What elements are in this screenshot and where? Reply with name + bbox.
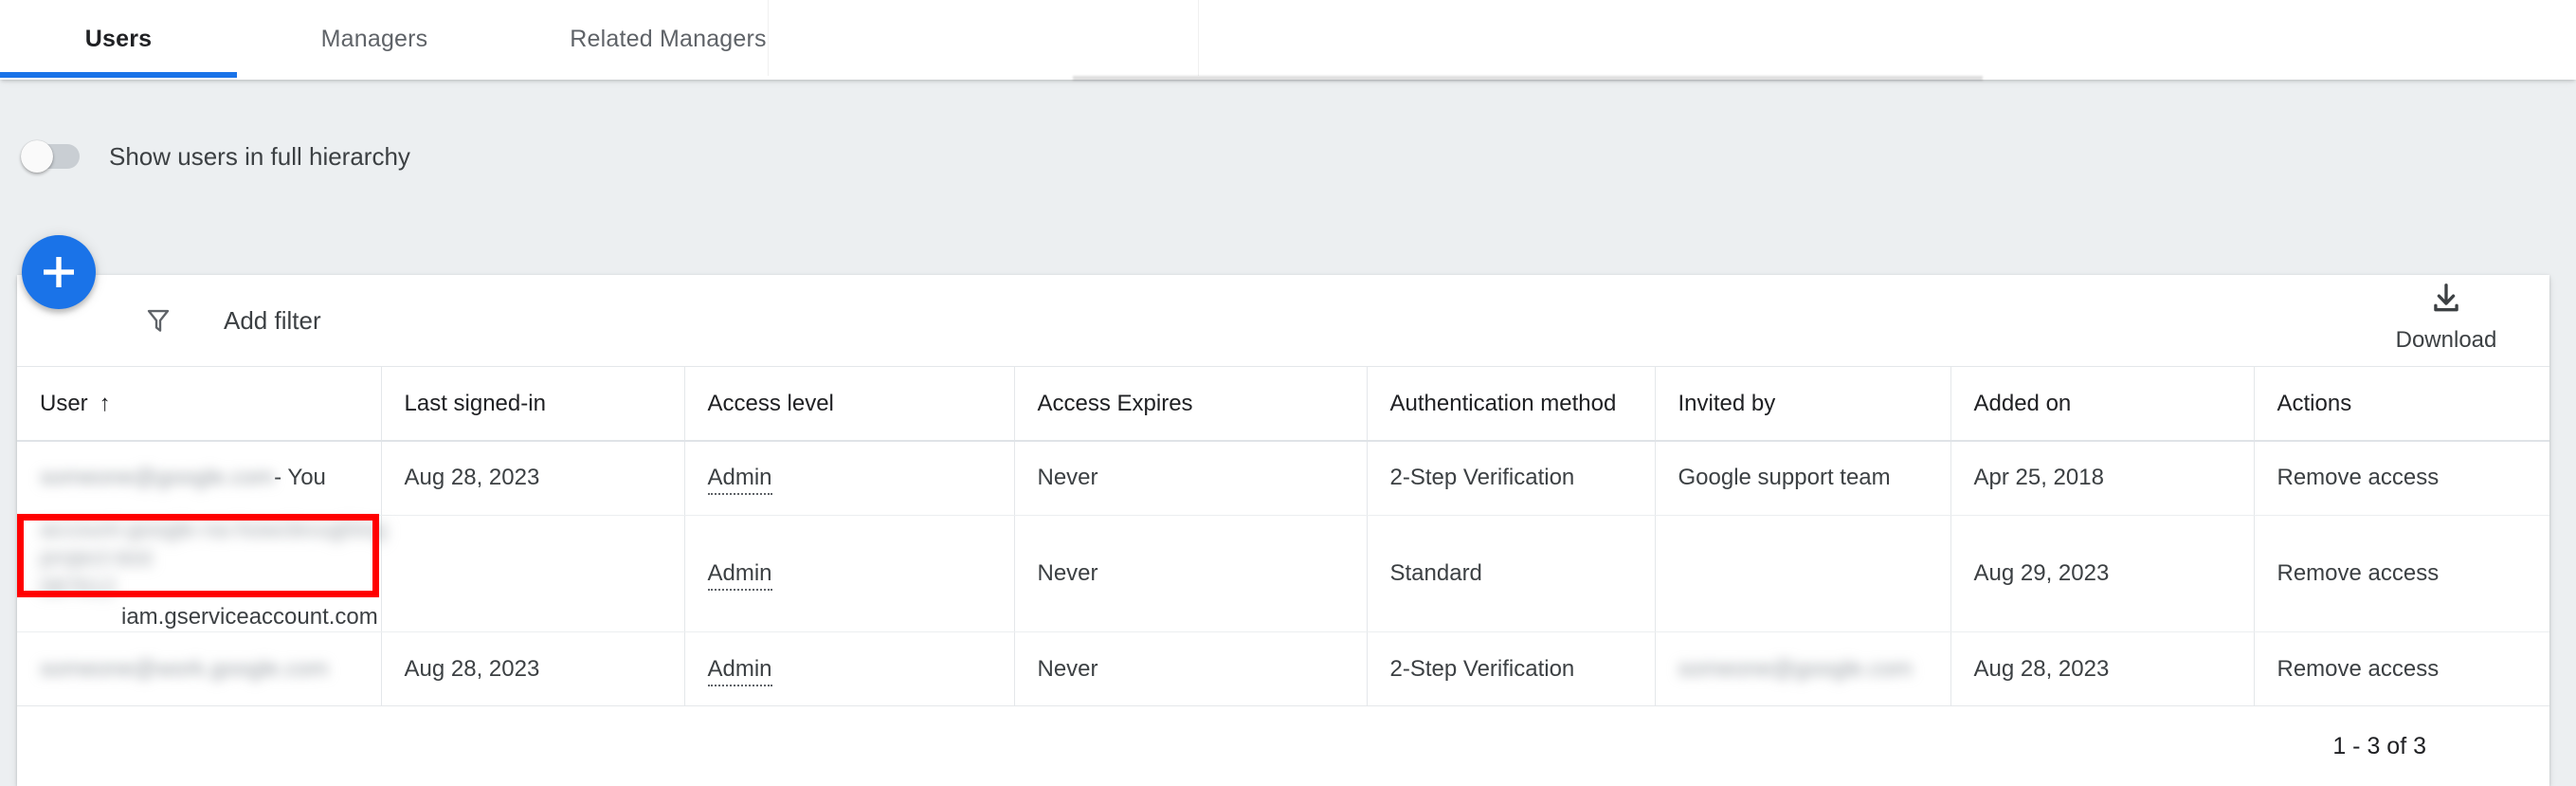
table-row: someone@google.com- You Aug 28, 2023 Adm… — [17, 441, 2549, 516]
remove-access-button[interactable]: Remove access — [2277, 655, 2440, 682]
cell-access-level: Admin — [684, 631, 1015, 707]
hierarchy-toggle-label: Show users in full hierarchy — [109, 141, 410, 171]
download-icon — [2428, 281, 2464, 321]
tab-users-label: Users — [84, 25, 153, 52]
cell-added-on: Aug 28, 2023 — [1950, 631, 2255, 707]
cell-authentication-method: Standard — [1367, 515, 1656, 633]
pagination-range-label: 1 - 3 of 3 — [2332, 732, 2426, 759]
table-footer: 1 - 3 of 3 — [17, 706, 2549, 786]
cell-added-on: Aug 29, 2023 — [1950, 515, 2255, 633]
table-header-row: User ↑ Last signed-in Access level Access… — [17, 367, 2549, 442]
cell-authentication-method: 2-Step Verification — [1367, 631, 1656, 707]
switch-thumb — [21, 140, 53, 173]
column-header-user-label: User — [40, 390, 88, 416]
table-row: account-google-na-howclevughing project-… — [17, 515, 2549, 633]
redacted-service-account-line-3: 087612 — [40, 574, 117, 600]
access-level-link[interactable]: Admin — [707, 465, 772, 496]
tabbar-shadow-seam — [1073, 76, 1983, 81]
tab-managers-label: Managers — [320, 25, 428, 52]
column-header-access-expires[interactable]: Access Expires — [1014, 367, 1368, 442]
column-header-authentication-method[interactable]: Authentication method — [1367, 367, 1656, 442]
column-header-invited-by[interactable]: Invited by — [1655, 367, 1951, 442]
column-header-last-signed-in[interactable]: Last signed-in — [381, 367, 685, 442]
column-header-access-level[interactable]: Access level — [684, 367, 1015, 442]
tab-related-managers-label: Related Managers — [570, 25, 767, 52]
cell-actions: Remove access — [2254, 441, 2549, 516]
service-account-domain: iam.gserviceaccount.com — [121, 603, 378, 630]
cell-access-expires: Never — [1014, 515, 1368, 633]
cell-last-signed-in: Aug 28, 2023 — [381, 631, 685, 707]
cell-user: account-google-na-howclevughing project-… — [17, 515, 387, 633]
remove-access-button[interactable]: Remove access — [2277, 559, 2440, 586]
column-header-added-on[interactable]: Added on — [1950, 367, 2255, 442]
cell-authentication-method: 2-Step Verification — [1367, 441, 1656, 516]
table-toolbar: Add filter Download — [17, 275, 2549, 367]
cell-actions: Remove access — [2254, 631, 2549, 707]
show-users-in-full-hierarchy-switch[interactable] — [21, 140, 80, 173]
cell-invited-by: Google support team — [1655, 441, 1951, 516]
column-header-user[interactable]: User ↑ — [17, 367, 382, 442]
cell-access-expires: Never — [1014, 441, 1368, 516]
redacted-service-account-line-1: account-google-na-howclevughing — [40, 516, 387, 542]
users-table: User ↑ Last signed-in Access level Access… — [17, 367, 2549, 707]
tab-users[interactable]: Users — [0, 0, 237, 78]
add-user-fab[interactable] — [22, 235, 96, 309]
table-head: User ↑ Last signed-in Access level Access… — [17, 367, 2549, 442]
cell-invited-by — [1655, 515, 1951, 633]
table-body: someone@google.com- You Aug 28, 2023 Adm… — [17, 441, 2549, 707]
cell-invited-by: someone@google.com — [1655, 631, 1951, 707]
access-level-link[interactable]: Admin — [707, 559, 772, 591]
table-row: someone@work.google.com Aug 28, 2023 Adm… — [17, 631, 2549, 707]
tab-bar: Users Managers Related Managers — [0, 0, 2576, 81]
redacted-user-email: someone@work.google.com — [40, 655, 329, 682]
users-table-card: Add filter Download User — [17, 275, 2549, 786]
download-label: Download — [2395, 327, 2497, 353]
redacted-user-email: someone@google.com — [40, 465, 275, 491]
tabbar-divider-artifact-left — [768, 0, 769, 76]
cell-access-level: Admin — [684, 441, 1015, 516]
access-level-link[interactable]: Admin — [707, 655, 772, 686]
cell-access-level: Admin — [684, 515, 1015, 633]
redacted-service-account-line-2: project-test — [40, 545, 153, 572]
user-you-suffix: - You — [274, 465, 326, 491]
tab-managers[interactable]: Managers — [237, 0, 512, 78]
cell-user: someone@work.google.com — [17, 631, 382, 707]
tab-related-managers[interactable]: Related Managers — [512, 0, 825, 78]
sort-ascending-icon[interactable]: ↑ — [99, 390, 111, 416]
redacted-invited-by-email: someone@google.com — [1678, 655, 1913, 682]
add-filter-button[interactable]: Add filter — [224, 305, 321, 335]
plus-icon — [41, 254, 77, 290]
cell-last-signed-in: Aug 28, 2023 — [381, 441, 685, 516]
hierarchy-toggle-row: Show users in full hierarchy — [21, 140, 410, 173]
cell-last-signed-in — [381, 515, 685, 633]
cell-access-expires: Never — [1014, 631, 1368, 707]
column-header-actions: Actions — [2254, 367, 2549, 442]
cell-added-on: Apr 25, 2018 — [1950, 441, 2255, 516]
remove-access-button[interactable]: Remove access — [2277, 465, 2440, 491]
cell-user: someone@google.com- You — [17, 441, 382, 516]
download-button[interactable]: Download — [2366, 281, 2527, 354]
filter-funnel-icon[interactable] — [142, 304, 174, 337]
cell-actions: Remove access — [2254, 515, 2549, 633]
tabbar-divider-artifact-right — [1198, 0, 1199, 76]
